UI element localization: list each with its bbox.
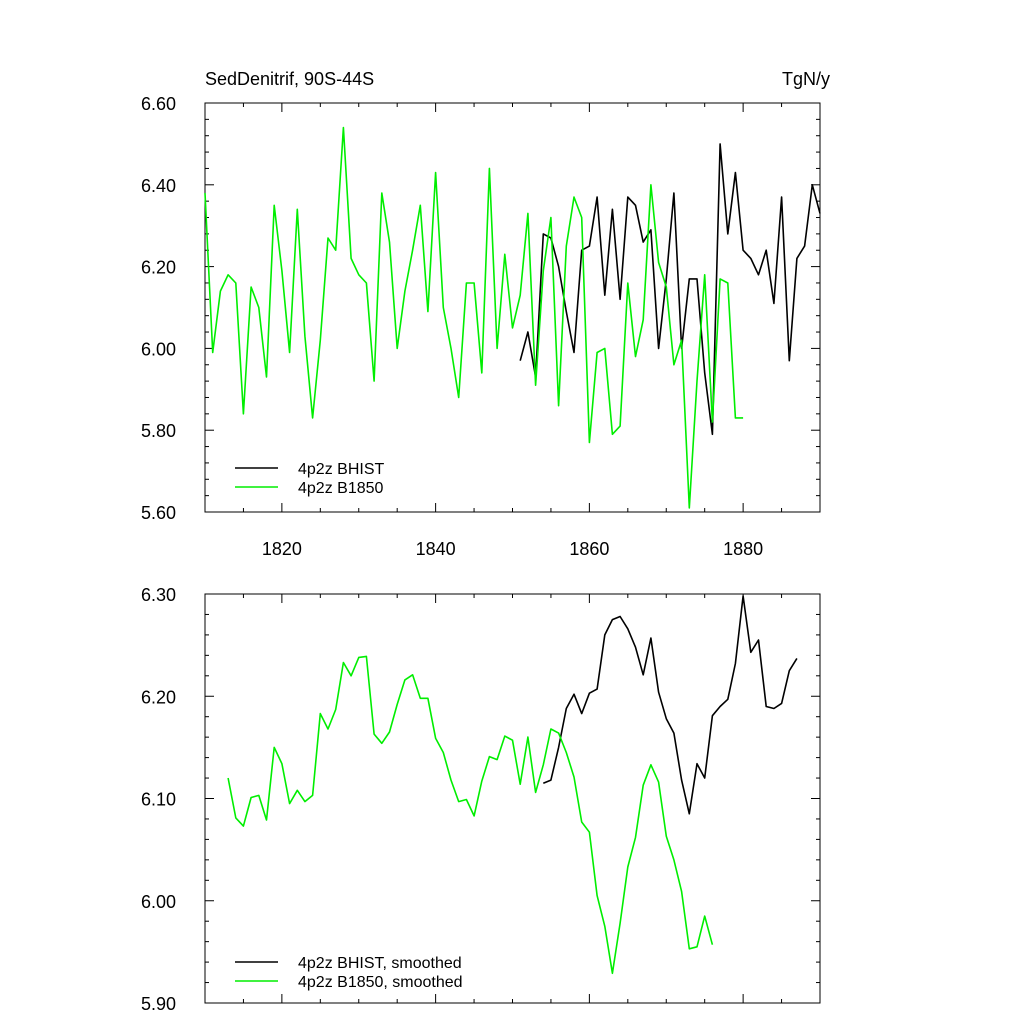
series-line-0 bbox=[519, 143, 821, 436]
x-tick-label: 1880 bbox=[723, 539, 763, 559]
y-tick-label: 6.40 bbox=[141, 176, 176, 196]
series-line-0 bbox=[542, 595, 798, 815]
series-line-1 bbox=[204, 126, 744, 509]
plot-frame bbox=[204, 593, 821, 1004]
legend-label: 4p2z BHIST, smoothed bbox=[298, 955, 462, 972]
y-tick-label: 6.00 bbox=[141, 339, 176, 359]
y-tick-label: 6.10 bbox=[141, 790, 176, 810]
header-left-title: SedDenitrif, 90S-44S bbox=[205, 69, 374, 89]
x-tick-label: 1820 bbox=[262, 539, 302, 559]
y-tick-label: 6.20 bbox=[141, 687, 176, 707]
header-right-units: TgN/y bbox=[782, 69, 830, 89]
y-tick-label: 6.20 bbox=[141, 258, 176, 278]
x-tick-label: 1860 bbox=[569, 539, 609, 559]
y-tick-label: 5.80 bbox=[141, 421, 176, 441]
series-line-1 bbox=[227, 655, 714, 975]
top-panel: 1820 1840 1860 1880 5.60 5.80 6.00 6.20 6.40 6.60… bbox=[141, 94, 821, 559]
y-tick-label: 6.30 bbox=[141, 585, 176, 605]
legend-label: 4p2z B1850, smoothed bbox=[298, 974, 463, 991]
y-tick-label: 5.90 bbox=[141, 994, 176, 1014]
bottom-panel: 5.90 6.00 6.10 6.20 6.30 4p2z BHIST, smoothed… bbox=[141, 585, 821, 1014]
y-tick-label: 6.60 bbox=[141, 94, 176, 114]
x-tick-label: 1840 bbox=[416, 539, 456, 559]
plot-frame bbox=[204, 102, 821, 513]
legend-label: 4p2z B1850 bbox=[298, 480, 384, 497]
y-tick-label: 5.60 bbox=[141, 503, 176, 523]
legend-label: 4p2z BHIST bbox=[298, 461, 384, 478]
y-tick-label: 6.00 bbox=[141, 892, 176, 912]
